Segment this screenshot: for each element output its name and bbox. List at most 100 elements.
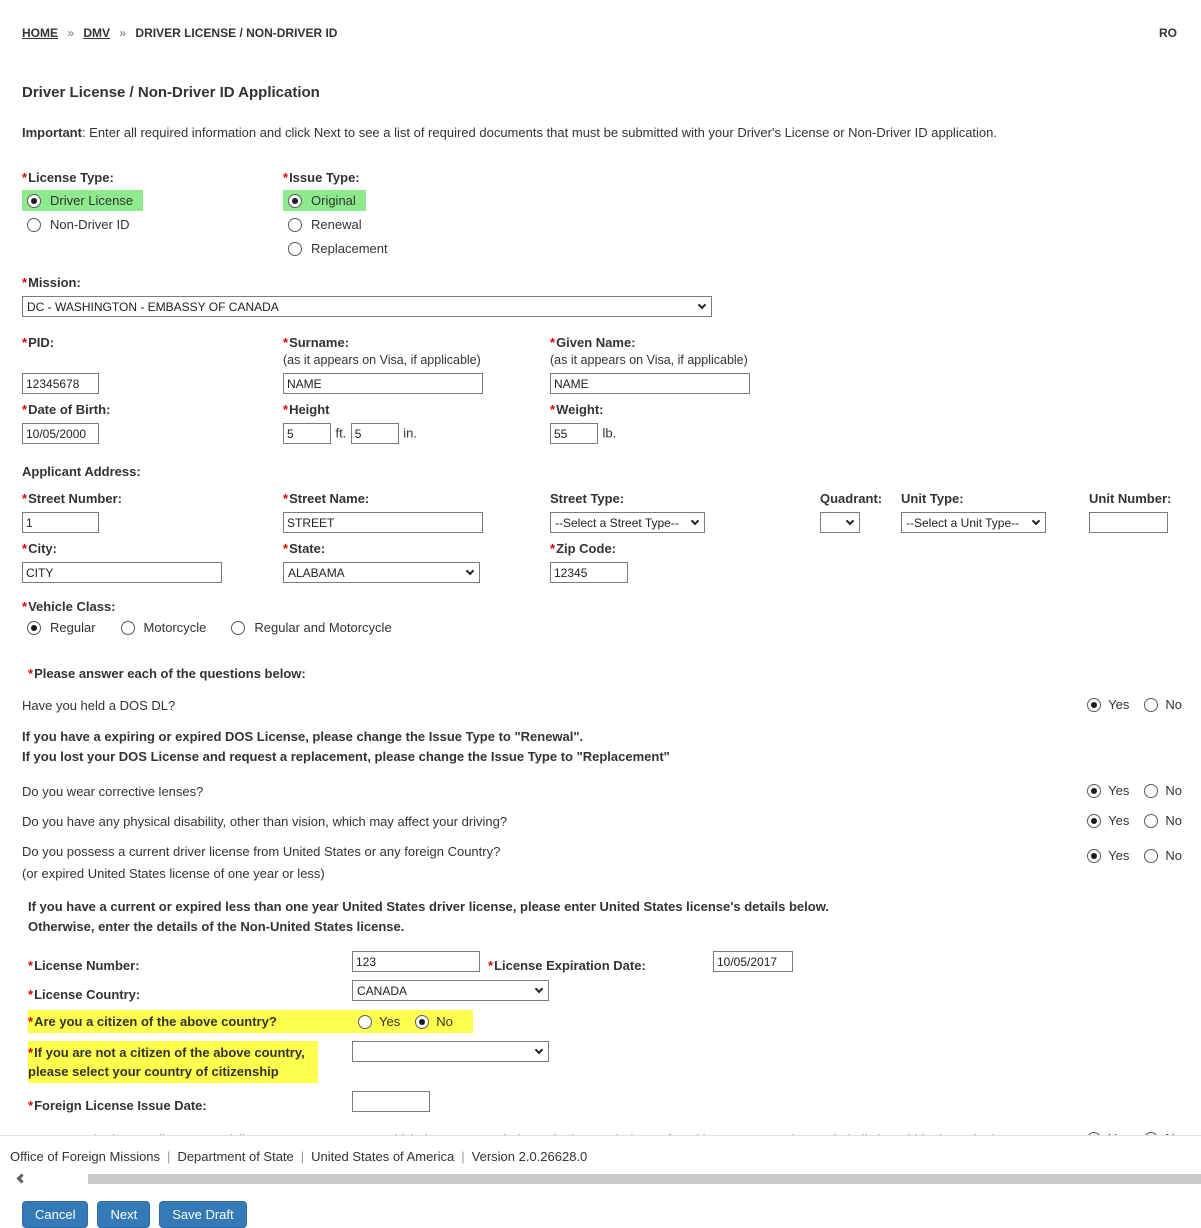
question-text: Do you have any physical disability, oth… bbox=[22, 814, 508, 829]
applicant-address-heading: Applicant Address: bbox=[22, 464, 141, 479]
issue-type-option-replacement[interactable]: Replacement bbox=[283, 238, 398, 259]
unit-type-select[interactable]: --Select a Unit Type-- bbox=[901, 512, 1046, 533]
vehicle-class-option-regular[interactable]: Regular bbox=[22, 617, 106, 638]
radio-icon[interactable] bbox=[231, 620, 246, 635]
date-of-birth-input[interactable] bbox=[22, 423, 99, 444]
license-expiration-date-input[interactable] bbox=[713, 951, 793, 972]
citizen-question-answer: Yes No bbox=[358, 1014, 461, 1029]
pid-input[interactable] bbox=[22, 373, 99, 394]
license-number-input[interactable] bbox=[352, 951, 480, 972]
horizontal-scrollbar[interactable] bbox=[0, 1173, 1201, 1185]
street-type-select[interactable]: --Select a Street Type-- bbox=[550, 512, 705, 533]
given-name-label: *Given Name: bbox=[550, 335, 636, 350]
radio-icon[interactable] bbox=[120, 620, 135, 635]
field-street-type: Street Type: --Select a Street Type-- bbox=[550, 489, 820, 533]
breadcrumb-link-home[interactable]: HOME bbox=[22, 26, 58, 40]
foreign-license-issue-date-input[interactable] bbox=[352, 1091, 430, 1112]
city-input[interactable] bbox=[22, 562, 222, 583]
mission-select[interactable]: DC - WASHINGTON - EMBASSY OF CANADA bbox=[22, 296, 712, 317]
question-possess-license-answer: Yes No bbox=[1087, 848, 1190, 863]
quadrant-select[interactable] bbox=[820, 512, 860, 533]
footer-item: Office of Foreign Missions bbox=[10, 1149, 161, 1164]
field-height: *Height ft. in. bbox=[283, 400, 550, 444]
field-city: *City: bbox=[22, 539, 283, 583]
radio-yes[interactable] bbox=[1087, 783, 1102, 798]
page-title: Driver License / Non-Driver ID Applicati… bbox=[22, 84, 320, 101]
height-inches-unit: in. bbox=[403, 425, 417, 441]
cancel-button[interactable]: Cancel bbox=[22, 1201, 89, 1228]
height-inches-input[interactable] bbox=[350, 423, 399, 444]
top-bar: HOME » DMV » DRIVER LICENSE / NON-DRIVER… bbox=[0, 0, 1201, 40]
radio-no[interactable] bbox=[415, 1014, 430, 1029]
questions-heading: *Please answer each of the questions bel… bbox=[28, 666, 306, 681]
surname-label: *Surname: bbox=[283, 335, 350, 350]
chevron-down-icon bbox=[534, 1045, 544, 1055]
unit-number-label: Unit Number: bbox=[1089, 491, 1172, 506]
street-number-input[interactable] bbox=[22, 512, 99, 533]
radio-icon[interactable] bbox=[27, 217, 41, 232]
state-label: *State: bbox=[283, 541, 326, 556]
state-select[interactable]: ALABAMA bbox=[283, 562, 480, 583]
save-draft-button[interactable]: Save Draft bbox=[159, 1201, 247, 1228]
scrollbar-thumb[interactable] bbox=[88, 1174, 1201, 1184]
quadrant-label: Quadrant: bbox=[820, 491, 883, 506]
footer-item: Department of State bbox=[177, 1149, 294, 1164]
option-label: Non-Driver ID bbox=[50, 217, 130, 232]
radio-icon[interactable] bbox=[288, 241, 302, 256]
zip-code-input[interactable] bbox=[550, 562, 628, 583]
field-unit-number: Unit Number: bbox=[1089, 489, 1190, 533]
radio-icon[interactable] bbox=[27, 193, 41, 208]
radio-yes[interactable] bbox=[1087, 848, 1102, 863]
vehicle-class-option-motorcycle[interactable]: Motorcycle bbox=[116, 617, 217, 638]
next-button[interactable]: Next bbox=[97, 1201, 151, 1228]
field-vehicle-class: *Vehicle Class: Regular Motorcycle Regul… bbox=[22, 597, 1190, 638]
radio-icon[interactable] bbox=[288, 217, 302, 232]
question-subtext: (or expired United States license of one… bbox=[22, 866, 325, 881]
form-content: Driver License / Non-Driver ID Applicati… bbox=[0, 84, 1201, 1228]
given-name-input[interactable] bbox=[550, 373, 750, 394]
important-note: Important: Enter all required informatio… bbox=[22, 125, 998, 140]
citizen-question-label: *Are you a citizen of the above country? bbox=[28, 1014, 277, 1029]
radio-yes[interactable] bbox=[1087, 697, 1102, 712]
field-surname: *Surname: (as it appears on Visa, if app… bbox=[283, 333, 550, 394]
field-foreign-license-issue-date: *Foreign License Issue Date: bbox=[28, 1091, 1190, 1115]
issue-type-change-note: If you have a expiring or expired DOS Li… bbox=[22, 729, 670, 764]
radio-no[interactable] bbox=[1144, 848, 1159, 863]
license-type-option-driver-license[interactable]: Driver License bbox=[22, 190, 144, 211]
chevron-down-icon bbox=[1031, 516, 1041, 526]
height-feet-unit: ft. bbox=[335, 425, 347, 441]
chevron-left-icon[interactable] bbox=[16, 1173, 27, 1184]
field-mission: *Mission: DC - WASHINGTON - EMBASSY OF C… bbox=[22, 273, 1190, 317]
radio-no[interactable] bbox=[1144, 813, 1159, 828]
spacer bbox=[22, 352, 283, 369]
surname-input[interactable] bbox=[283, 373, 483, 394]
height-feet-input[interactable] bbox=[283, 423, 331, 444]
citizenship-label: *If you are not a citizen of the above c… bbox=[28, 1041, 318, 1083]
zip-code-label: *Zip Code: bbox=[550, 541, 616, 556]
license-country-select[interactable]: CANADA bbox=[352, 980, 549, 1001]
citizenship-select[interactable] bbox=[352, 1041, 549, 1062]
question-physical-disability-answer: Yes No bbox=[1087, 813, 1190, 828]
radio-yes[interactable] bbox=[358, 1014, 372, 1029]
breadcrumb-current: DRIVER LICENSE / NON-DRIVER ID bbox=[135, 26, 338, 40]
radio-no[interactable] bbox=[1144, 697, 1159, 712]
vehicle-class-option-regular-and-motorcycle[interactable]: Regular and Motorcycle bbox=[226, 617, 401, 638]
issue-type-option-renewal[interactable]: Renewal bbox=[283, 214, 372, 235]
field-license-country: *License Country: CANADA bbox=[28, 980, 1190, 1004]
issue-type-option-original[interactable]: Original bbox=[283, 190, 366, 211]
license-type-option-non-driver-id[interactable]: Non-Driver ID bbox=[22, 214, 139, 235]
field-street-number: *Street Number: bbox=[22, 489, 283, 533]
radio-yes[interactable] bbox=[1087, 813, 1102, 828]
radio-no[interactable] bbox=[1144, 783, 1159, 798]
city-label: *City: bbox=[22, 541, 57, 556]
breadcrumb-link-dmv[interactable]: DMV bbox=[83, 26, 111, 40]
weight-input[interactable] bbox=[550, 423, 598, 444]
license-type-label: *License Type: bbox=[22, 170, 114, 185]
vehicle-class-label: *Vehicle Class: bbox=[22, 599, 116, 614]
unit-number-input[interactable] bbox=[1089, 512, 1168, 533]
street-type-label: Street Type: bbox=[550, 491, 625, 506]
radio-icon[interactable] bbox=[27, 620, 41, 635]
street-name-input[interactable] bbox=[283, 512, 483, 533]
question-dos-dl-answer: Yes No bbox=[1087, 697, 1190, 712]
radio-icon[interactable] bbox=[288, 193, 302, 208]
